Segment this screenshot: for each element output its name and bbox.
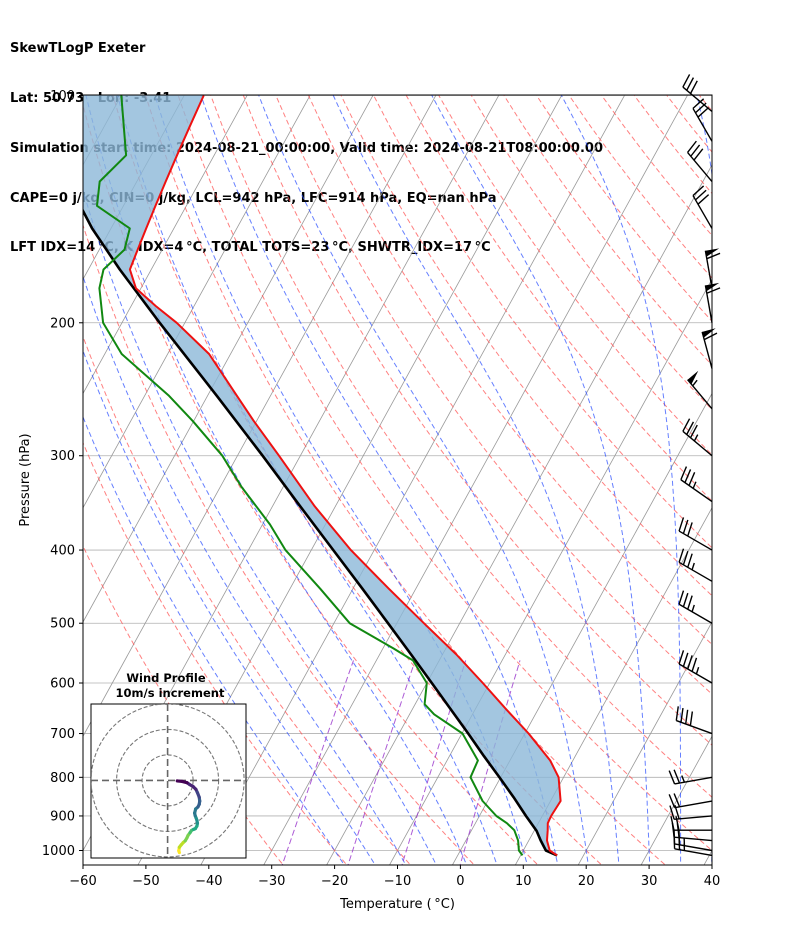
moist-adiabat-line bbox=[83, 415, 345, 865]
wind-barb bbox=[687, 370, 713, 410]
moist-adiabat-line bbox=[83, 275, 407, 865]
hodograph-subtitle: 10m/s increment bbox=[116, 686, 225, 700]
y-tick-label: 400 bbox=[50, 544, 75, 559]
isotherm-line bbox=[389, 278, 712, 865]
isotherm-line bbox=[83, 95, 437, 738]
y-tick-label: 800 bbox=[50, 771, 75, 786]
x-axis-label: Temperature ( °C) bbox=[339, 897, 455, 912]
dry-adiabat-line bbox=[373, 95, 712, 549]
dry-adiabat-line bbox=[210, 95, 712, 798]
isotherm-line bbox=[200, 95, 626, 865]
x-tick-label: −60 bbox=[69, 874, 96, 889]
x-tick-label: 0 bbox=[456, 874, 464, 889]
dry-adiabat-line bbox=[83, 335, 412, 865]
hodograph-title: Wind Profile bbox=[126, 671, 206, 685]
moist-adiabat-line bbox=[200, 95, 559, 865]
isotherm-line bbox=[83, 95, 311, 509]
isotherm-line bbox=[83, 95, 248, 395]
isotherm-line bbox=[326, 164, 712, 865]
dry-adiabat-line bbox=[83, 223, 475, 865]
moist-adiabat-line bbox=[258, 95, 589, 865]
wind-barb bbox=[701, 328, 718, 369]
y-tick-label: 600 bbox=[50, 677, 75, 692]
wind-barb bbox=[675, 706, 713, 735]
y-tick-label: 300 bbox=[50, 449, 75, 464]
temperature-line bbox=[128, 95, 562, 857]
dry-adiabat-line bbox=[633, 95, 712, 195]
hodograph-inset: Wind Profile 10m/s increment bbox=[90, 671, 247, 859]
dry-adiabat-line bbox=[699, 95, 712, 112]
moist-adiabat-line bbox=[116, 95, 498, 865]
y-tick-label: 900 bbox=[50, 809, 75, 824]
isotherm-line bbox=[0, 79, 5, 870]
moist-adiabat-line bbox=[560, 95, 682, 865]
wind-barb bbox=[680, 466, 713, 503]
wind-barb bbox=[668, 793, 713, 809]
wind-barb bbox=[678, 650, 713, 684]
hodograph-segment bbox=[175, 779, 184, 784]
y-tick-label: 1000 bbox=[42, 844, 75, 859]
wind-barb bbox=[682, 74, 713, 113]
dry-adiabat-line bbox=[601, 95, 712, 237]
title-line-station: SkewTLogP Exeter bbox=[10, 41, 146, 57]
dry-adiabat-line bbox=[83, 103, 539, 865]
y-tick-label: 200 bbox=[50, 316, 75, 331]
moist-adiabat-line bbox=[332, 95, 620, 865]
dry-adiabat-line bbox=[177, 95, 712, 852]
moist-adiabat-line bbox=[83, 349, 376, 865]
moist-adiabat-line bbox=[85, 95, 468, 865]
moist-adiabat-line bbox=[83, 188, 437, 865]
dewpoint-line bbox=[96, 95, 524, 856]
x-tick-label: −40 bbox=[195, 874, 222, 889]
y-tick-label: 700 bbox=[50, 727, 75, 742]
mixing-ratio-line bbox=[459, 660, 521, 865]
wind-barb bbox=[692, 98, 713, 142]
dry-adiabat-line bbox=[308, 95, 712, 646]
isotherm-line bbox=[263, 95, 689, 865]
wind-barb bbox=[682, 418, 713, 457]
moist-adiabat-line bbox=[154, 95, 528, 865]
mixing-ratio-line bbox=[347, 660, 416, 865]
x-tick-label: −30 bbox=[258, 874, 285, 889]
parcel-profile-line bbox=[83, 208, 558, 857]
isotherm-line bbox=[703, 849, 712, 865]
isotherm-line bbox=[514, 506, 712, 865]
x-tick-label: −10 bbox=[384, 874, 411, 889]
wind-barb bbox=[668, 769, 713, 785]
y-axis-label: Pressure (hPa) bbox=[18, 433, 33, 526]
wind-barb bbox=[678, 590, 713, 624]
x-tick-label: 20 bbox=[578, 874, 595, 889]
dry-adiabat-line bbox=[536, 95, 712, 322]
x-tick-label: 10 bbox=[515, 874, 532, 889]
y-tick-label: 500 bbox=[50, 617, 75, 632]
cin-fill-region bbox=[83, 95, 561, 856]
isotherm-line bbox=[0, 79, 68, 870]
x-tick-label: 30 bbox=[641, 874, 658, 889]
x-tick-label: −20 bbox=[321, 874, 348, 889]
isotherm-line bbox=[640, 735, 712, 865]
mixing-ratio-line bbox=[281, 660, 354, 865]
wind-barb bbox=[704, 248, 721, 289]
hodograph-ring bbox=[91, 704, 245, 858]
wind-barb bbox=[687, 140, 713, 182]
y-tick-label: 100 bbox=[50, 89, 75, 104]
wind-barb bbox=[692, 185, 713, 229]
x-tick-label: 40 bbox=[704, 874, 721, 889]
wind-barb bbox=[678, 517, 713, 551]
dry-adiabat-line bbox=[340, 95, 712, 597]
wind-barb bbox=[678, 548, 713, 582]
x-tick-label: −50 bbox=[132, 874, 159, 889]
isotherm-line bbox=[577, 621, 712, 865]
